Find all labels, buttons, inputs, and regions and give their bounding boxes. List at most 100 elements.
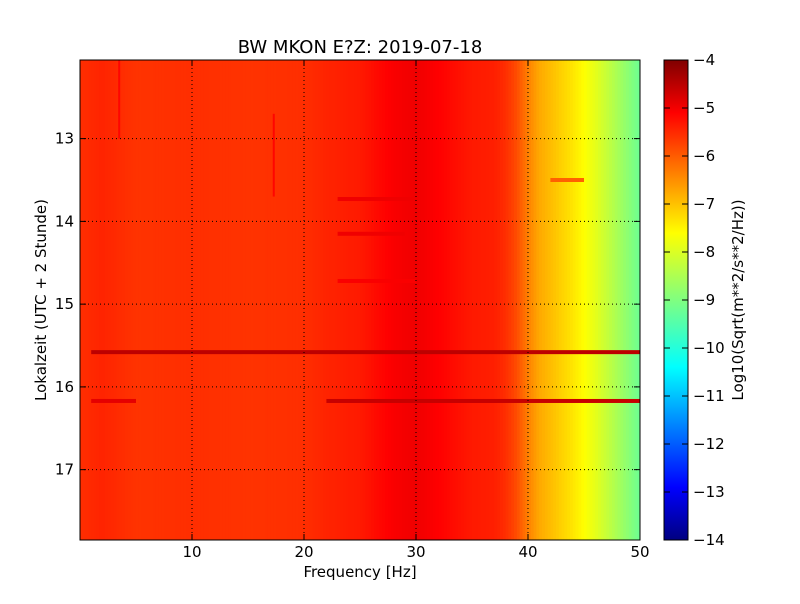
heatmap-column <box>270 60 274 540</box>
heatmap-column <box>292 60 296 540</box>
heatmap-column <box>155 60 159 540</box>
heatmap-column <box>589 60 593 540</box>
heatmap-column <box>343 60 347 540</box>
heatmap-column <box>239 60 243 540</box>
colorbar-tick-label: −9 <box>693 291 715 309</box>
heatmap-column <box>320 60 324 540</box>
heatmap-column <box>438 60 442 540</box>
heatmap-column <box>407 60 411 540</box>
heatmap-column <box>80 60 84 540</box>
heatmap-column <box>637 60 640 540</box>
heatmap-column <box>295 60 299 540</box>
grid <box>80 60 640 540</box>
heatmap-column <box>102 60 106 540</box>
heatmap-column <box>306 60 310 540</box>
heatmap-column <box>290 60 294 540</box>
heatmap-column <box>281 60 285 540</box>
heatmap-column <box>455 60 459 540</box>
heatmap-column <box>539 60 543 540</box>
heatmap-column <box>323 60 327 540</box>
y-tick-label: 13 <box>55 130 74 148</box>
heatmap-column <box>472 60 476 540</box>
heatmap-column <box>94 60 98 540</box>
heatmap-column <box>575 60 579 540</box>
heatmap-column <box>138 60 142 540</box>
heatmap-column <box>351 60 355 540</box>
heatmap-column <box>208 60 212 540</box>
heatmap-column <box>628 60 632 540</box>
heatmap-column <box>236 60 240 540</box>
heatmap-column <box>264 60 268 540</box>
heatmap-column <box>399 60 403 540</box>
heatmap-column <box>150 60 154 540</box>
heatmap-column <box>519 60 523 540</box>
heatmap-column <box>488 60 492 540</box>
heatmap-column <box>550 60 554 540</box>
heatmap-column <box>449 60 453 540</box>
heatmap-column <box>161 60 165 540</box>
heatmap-column <box>435 60 439 540</box>
heatmap-column <box>547 60 551 540</box>
heatmap-column <box>494 60 498 540</box>
heatmap-column <box>217 60 221 540</box>
heatmap-column <box>119 60 123 540</box>
heatmap-column <box>376 60 380 540</box>
heatmap-column <box>556 60 560 540</box>
heatmap-column <box>166 60 170 540</box>
x-axis-label: Frequency [Hz] <box>303 563 416 581</box>
heatmap-column <box>273 60 277 540</box>
heatmap-column <box>332 60 336 540</box>
x-tick-label: 20 <box>294 543 313 561</box>
heatmap-column <box>511 60 515 540</box>
heatmap-column <box>242 60 246 540</box>
heatmap-column <box>516 60 520 540</box>
heatmap-column <box>82 60 86 540</box>
heatmap-column <box>553 60 557 540</box>
heatmap-column <box>368 60 372 540</box>
heatmap-column <box>430 60 434 540</box>
colorbar-tick-label: −14 <box>693 531 725 549</box>
heatmap-column <box>250 60 254 540</box>
heatmap-column <box>178 60 182 540</box>
heatmap-column <box>231 60 235 540</box>
y-axis: 13 14 15 16 17 <box>55 130 640 479</box>
heatmap-column <box>200 60 204 540</box>
heatmap-column <box>444 60 448 540</box>
heatmap-column <box>477 60 481 540</box>
vertical-line <box>272 113 275 197</box>
heatmap-column <box>609 60 613 540</box>
heatmap-column <box>360 60 364 540</box>
colorbar-tick-label: −6 <box>693 147 715 165</box>
heatmap-column <box>542 60 546 540</box>
heatmap-column <box>105 60 109 540</box>
heatmap-column <box>194 60 198 540</box>
heatmap-column <box>528 60 532 540</box>
heatmap-column <box>371 60 375 540</box>
heatmap-column <box>396 60 400 540</box>
heatmap-column <box>612 60 616 540</box>
heatmap-column <box>491 60 495 540</box>
heatmap-column <box>354 60 358 540</box>
heatmap-column <box>206 60 210 540</box>
colorbar-tick-label: −12 <box>693 435 725 453</box>
heatmap-column <box>318 60 322 540</box>
heatmap-column <box>267 60 271 540</box>
heatmap-column <box>598 60 602 540</box>
x-axis: 10 20 30 40 50 <box>182 60 650 561</box>
heatmap-column <box>88 60 92 540</box>
heatmap-column <box>113 60 117 540</box>
heatmap-column <box>581 60 585 540</box>
heatmap-column <box>253 60 257 540</box>
heatmap-column <box>533 60 537 540</box>
heatmap-column <box>130 60 134 540</box>
heatmap-column <box>631 60 635 540</box>
colorbar-tick-label: −11 <box>693 387 725 405</box>
heatmap-column <box>96 60 100 540</box>
heatmap-column <box>418 60 422 540</box>
heatmap-column <box>508 60 512 540</box>
y-tick-label: 15 <box>55 295 74 313</box>
heatmap-column <box>186 60 190 540</box>
heatmap-column <box>483 60 487 540</box>
heatmap-column <box>301 60 305 540</box>
heatmap-column <box>287 60 291 540</box>
